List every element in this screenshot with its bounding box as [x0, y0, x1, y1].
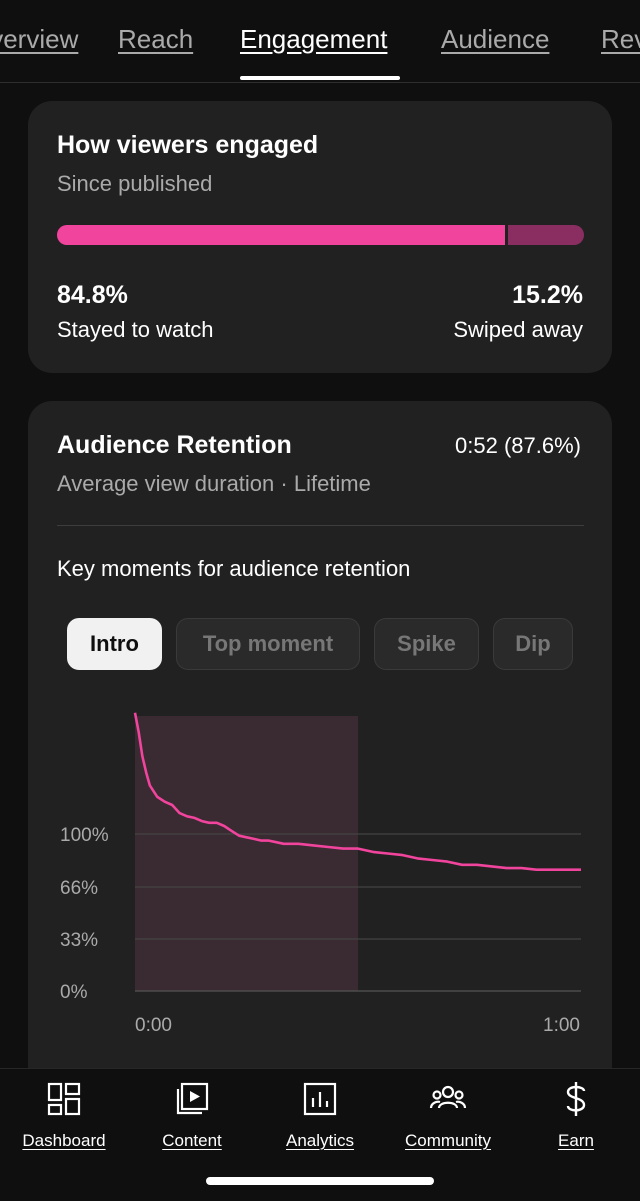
tab-audience[interactable]: Audience [441, 24, 550, 54]
y-tick-label: 100% [60, 825, 109, 846]
analytics-icon [256, 1081, 384, 1117]
tab-reach[interactable]: Reach [118, 24, 194, 54]
nav-content[interactable]: Content [128, 1081, 256, 1151]
tab-overview[interactable]: Overview [0, 24, 79, 54]
y-tick-label: 33% [60, 930, 98, 951]
analytics-tabs: Overview Reach Engagement Audience Reven… [0, 0, 640, 83]
chip-top-moment[interactable]: Top moment [176, 618, 360, 670]
earn-icon [512, 1081, 640, 1117]
retention-value: 0:52 (87.6%) [455, 433, 581, 458]
nav-earn[interactable]: Earn [512, 1081, 640, 1151]
nav-analytics[interactable]: Analytics [256, 1081, 384, 1151]
community-icon [384, 1081, 512, 1117]
retention-chart: 100% 66% 33% 0% 0:00 1:00 [60, 712, 581, 1036]
bar-separator [505, 225, 508, 245]
x-tick-label: 1:00 [543, 1015, 580, 1036]
y-tick-label: 0% [60, 982, 88, 1003]
engagement-card: How viewers engaged Since published 84.8… [28, 101, 612, 373]
engagement-title: How viewers engaged [57, 131, 319, 159]
retention-subtitle: Average view duration · Lifetime [57, 471, 371, 496]
nav-earn-label: Earn [558, 1131, 594, 1150]
nav-content-label: Content [162, 1131, 222, 1150]
key-moments-label: Key moments for audience retention [57, 556, 411, 581]
x-tick-label: 0:00 [135, 1015, 172, 1036]
content-icon [128, 1081, 256, 1117]
tab-engagement[interactable]: Engagement [240, 24, 388, 54]
chip-spike[interactable]: Spike [374, 618, 479, 670]
swiped-label: Swiped away [453, 317, 583, 342]
swiped-value: 15.2% [512, 281, 583, 309]
tab-revenue[interactable]: Revenue [601, 24, 640, 54]
active-tab-indicator [240, 76, 400, 80]
engagement-subtitle: Since published [57, 171, 213, 196]
engagement-bar [57, 225, 584, 245]
dashboard-icon [0, 1081, 128, 1117]
nav-community[interactable]: Community [384, 1081, 512, 1151]
retention-title: Audience Retention [57, 431, 292, 459]
intro-highlight-region [135, 716, 358, 991]
nav-dashboard-label: Dashboard [22, 1131, 106, 1150]
chip-intro[interactable]: Intro [67, 618, 162, 670]
nav-community-label: Community [405, 1131, 491, 1150]
nav-analytics-label: Analytics [285, 1131, 355, 1150]
stayed-bar-fill [57, 225, 505, 245]
retention-card: Audience Retention 0:52 (87.6%) Average … [28, 401, 612, 1101]
stayed-label: Stayed to watch [57, 317, 214, 342]
home-indicator [206, 1177, 434, 1185]
retention-line [133, 712, 581, 871]
chip-dip[interactable]: Dip [493, 618, 573, 670]
retention-divider [57, 525, 584, 526]
nav-dashboard[interactable]: Dashboard [0, 1081, 128, 1151]
stayed-value: 84.8% [57, 281, 128, 309]
y-tick-label: 66% [60, 878, 98, 899]
